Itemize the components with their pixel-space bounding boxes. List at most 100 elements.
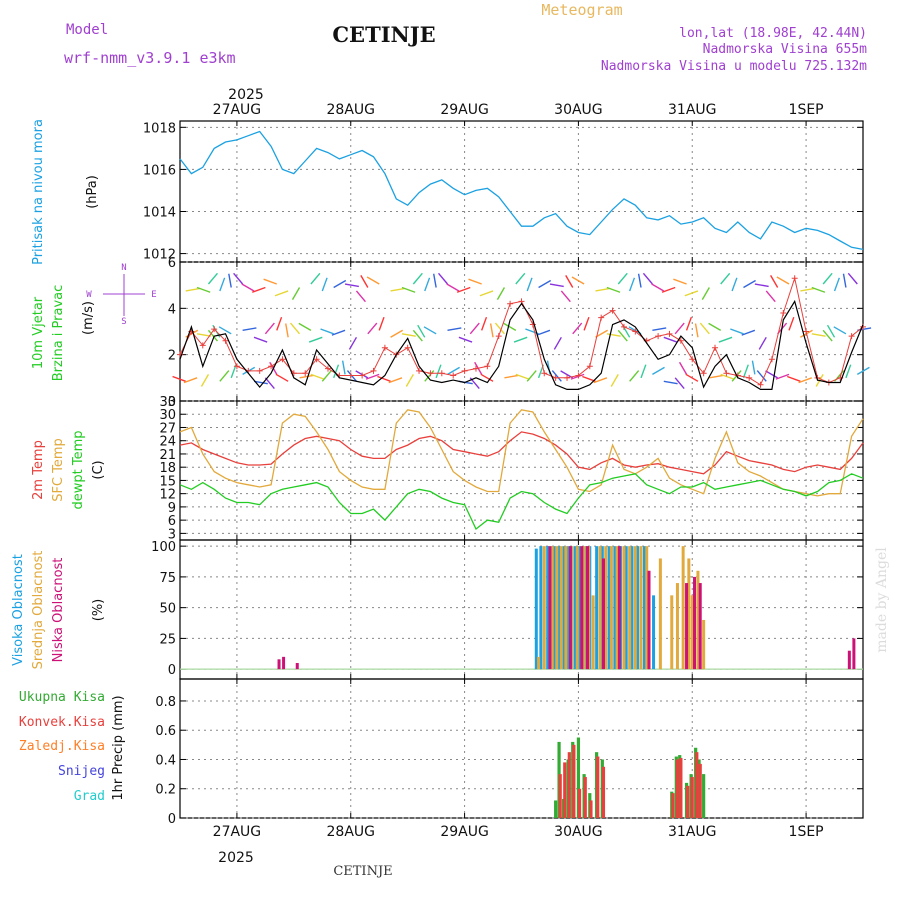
wind-arrow [200, 374, 210, 387]
wind-gust-marker [529, 321, 536, 328]
wind-arrow [333, 364, 340, 379]
cloud-bar-high [624, 546, 628, 670]
wind-arrow [826, 324, 836, 338]
wind-gust-marker [666, 330, 673, 337]
wind-gust-marker [404, 344, 411, 351]
wind-arrow [515, 373, 530, 380]
wind-gust-marker [450, 372, 457, 379]
wind-arrow [264, 322, 275, 335]
wind-gust-marker [370, 367, 377, 374]
wind-arrow [264, 377, 275, 390]
precip-panel [179, 678, 864, 819]
y-tick-label: 21 [159, 448, 176, 463]
cloud-bar-mid [702, 619, 706, 670]
wind-arrow [321, 277, 328, 292]
wind-arrow [731, 277, 738, 292]
wind-arrow [377, 375, 391, 382]
wind-arrow [242, 327, 257, 332]
wind-arrow [570, 373, 585, 380]
cloud-bar-mid [564, 546, 568, 670]
precip-bar-convective [589, 800, 593, 818]
wind-arrow [572, 322, 583, 335]
y-tick-label: 0.8 [155, 695, 176, 710]
wind-arrow [360, 275, 369, 288]
temp-ylabel-dewpt: dewpt Temp [71, 430, 86, 509]
y-tick-label: 1014 [143, 205, 176, 220]
day-label-bottom: 28AUG [327, 824, 376, 840]
y-tick-label: 0 [168, 812, 176, 827]
precip-bar-convective [679, 758, 683, 818]
y-tick-label: 0.2 [155, 783, 176, 798]
y-tick-label: 9 [168, 501, 176, 516]
cloud-bar-high [539, 546, 543, 670]
wind-arrow [526, 370, 537, 382]
wind-arrow [833, 326, 847, 335]
wind-arrow [776, 276, 790, 285]
y-tick-label: 1016 [143, 163, 176, 178]
temp-sfc-line [179, 409, 864, 497]
cloud-bar-high [595, 546, 599, 670]
wind-arrow [775, 373, 790, 380]
wind-arrow [458, 336, 473, 343]
wind-gust-marker [222, 337, 229, 344]
temp-dewpt-line [179, 473, 864, 531]
pressure-line [179, 130, 864, 251]
cloud-ylabel-low: Niska Oblacnost [51, 558, 66, 663]
cloud-bar-low [693, 576, 697, 670]
day-label-top: 29AUG [440, 102, 489, 118]
model-name: wrf-nmm_v3.9.1 e3km [64, 49, 236, 67]
wind-arrow [856, 366, 870, 375]
temp-2m-line [179, 431, 864, 475]
cloud-bar-mid [633, 546, 637, 670]
wind-gust-marker [575, 372, 582, 379]
cloud-bar-low [282, 656, 286, 670]
cloud-ylabel-high: Visoka Oblacnost [11, 554, 26, 666]
precip-legend: Ukupna Kisa Konvek.Kisa Zaledj.Kisa Snij… [19, 690, 105, 804]
wind-arrow [401, 333, 416, 337]
legend-snow: Snijeg [58, 764, 105, 779]
temp-unit: (C) [91, 460, 106, 479]
wind-gust-marker [359, 372, 366, 379]
wind-arrow [549, 283, 564, 288]
cloud-bar-mid [690, 595, 694, 670]
wind-arrow [367, 322, 378, 335]
wind-gust-marker [302, 370, 309, 377]
wind-arrow [538, 279, 552, 289]
wind-arrow [207, 272, 218, 285]
wind-arrow [412, 329, 423, 342]
cloud-bar-low [601, 558, 605, 670]
cloud-bar-high [642, 546, 646, 670]
wind-gust-marker [757, 381, 764, 388]
precip-bar-convective [695, 752, 699, 818]
wind-arrow [219, 370, 230, 382]
y-tick-label: 0.6 [155, 724, 176, 739]
wind-arrow [811, 286, 826, 293]
meteogram-title: Meteogram [541, 1, 622, 19]
precip-bar-convective [601, 766, 606, 818]
y-tick-label: 100 [151, 540, 176, 555]
cloud-bar-high [557, 546, 561, 670]
cloud-bar-mid [582, 546, 586, 670]
precip-bar-convective [596, 756, 600, 818]
cloud-bar-low [548, 546, 552, 670]
precip-bar-total [576, 737, 581, 818]
wind-gust-marker [495, 333, 502, 340]
cloud-bar-mid [658, 558, 662, 670]
wind-gust-marker [598, 314, 605, 321]
cloud-bar-mid [604, 546, 608, 670]
wind-arrow [758, 336, 767, 350]
cloud-bar-low [586, 546, 590, 670]
wind-arrow [742, 364, 749, 379]
wind-arrow [401, 286, 416, 293]
precip-bar-convective [686, 785, 690, 818]
wind-arrow [456, 286, 471, 293]
cloud-bar-mid [645, 546, 649, 670]
cloud-bar-mid [609, 546, 613, 670]
wind-arrow [701, 287, 710, 300]
y-tick-label: 25 [159, 632, 176, 647]
wind-gust-marker [677, 337, 684, 344]
wind-arrow [652, 327, 667, 332]
wind-arrow [481, 316, 488, 331]
pressure-series [179, 130, 864, 251]
wind-arrow [743, 279, 756, 289]
